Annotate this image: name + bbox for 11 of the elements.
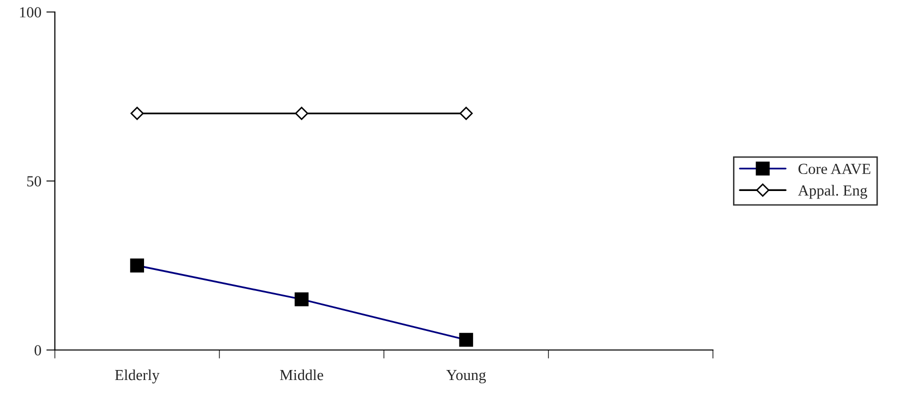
x-tick-label: Young	[446, 370, 486, 384]
point	[295, 106, 308, 120]
y-tick-label: 50	[27, 176, 42, 186]
x-tick-label: Elderly	[115, 369, 160, 384]
point	[130, 106, 144, 120]
point	[460, 106, 473, 120]
legend-label: Appal. Eng	[798, 184, 868, 199]
legend-label: Core AAVE	[798, 164, 870, 174]
y-tick-label: 0	[34, 345, 42, 356]
y-tick-label: 100	[20, 7, 42, 18]
x-tick-label: Middle	[280, 369, 324, 380]
